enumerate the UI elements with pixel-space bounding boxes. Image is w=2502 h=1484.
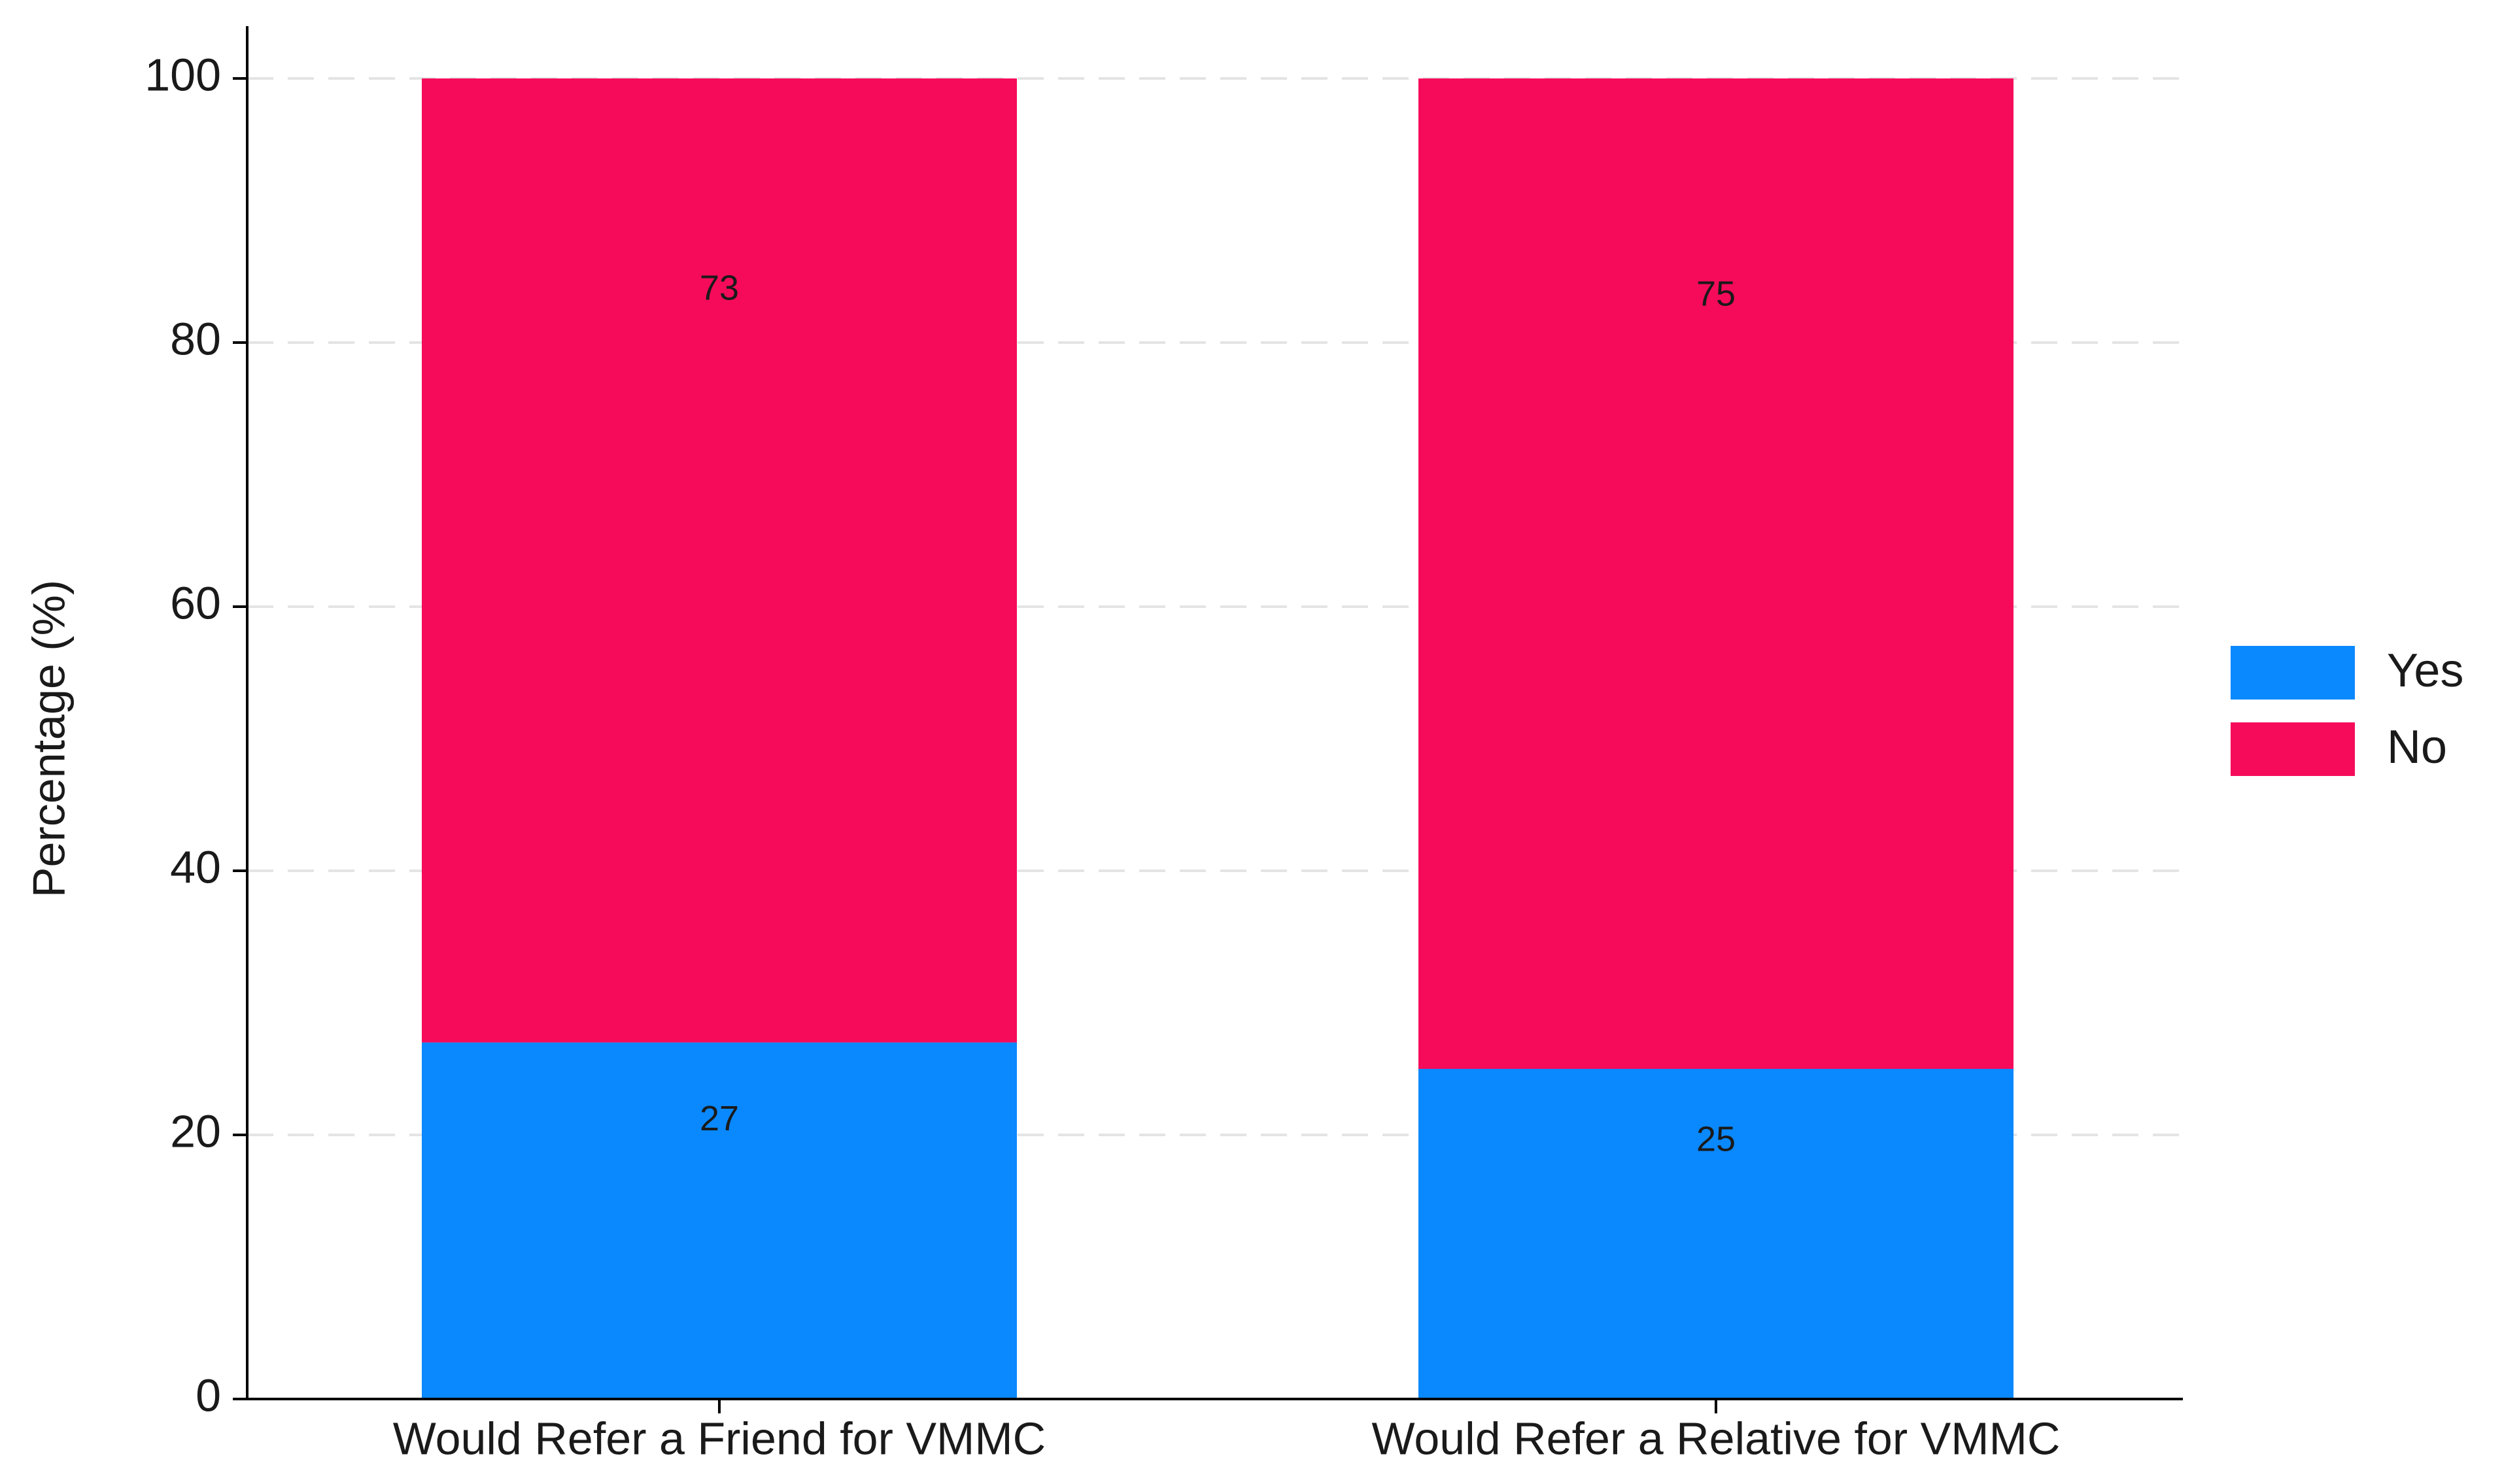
bar-segment	[422, 1042, 1017, 1399]
y-axis-title: Percentage (%)	[23, 580, 74, 898]
bar-segment	[422, 78, 1017, 1043]
value-label: 27	[700, 1099, 739, 1138]
x-tick-label: Would Refer a Friend for VMMC	[393, 1413, 1046, 1464]
legend-label: Yes	[2387, 645, 2463, 697]
y-tick-label: 60	[170, 577, 221, 628]
legend-label: No	[2387, 721, 2447, 773]
value-label: 73	[700, 269, 739, 308]
y-tick-label: 40	[170, 841, 221, 892]
legend-swatch	[2231, 646, 2355, 700]
bar-segment	[1418, 78, 2014, 1069]
y-tick-label: 20	[170, 1105, 221, 1156]
value-label: 25	[1696, 1119, 1736, 1158]
y-tick-label: 80	[170, 313, 221, 364]
x-tick-label: Would Refer a Relative for VMMC	[1372, 1413, 2061, 1464]
y-tick-label: 100	[145, 49, 221, 100]
bar-segment	[1418, 1069, 2014, 1399]
legend-swatch	[2231, 722, 2355, 776]
y-tick-label: 0	[196, 1370, 221, 1421]
value-label: 75	[1696, 275, 1736, 314]
